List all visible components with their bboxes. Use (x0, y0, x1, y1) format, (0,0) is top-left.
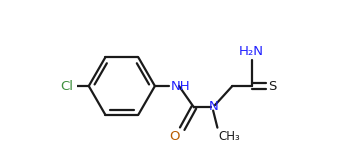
Text: H₂N: H₂N (239, 45, 264, 58)
Text: N: N (208, 100, 218, 113)
Text: NH: NH (171, 80, 191, 93)
Text: Cl: Cl (60, 80, 73, 93)
Text: O: O (170, 130, 180, 143)
Text: CH₃: CH₃ (218, 130, 240, 143)
Text: S: S (268, 80, 277, 93)
